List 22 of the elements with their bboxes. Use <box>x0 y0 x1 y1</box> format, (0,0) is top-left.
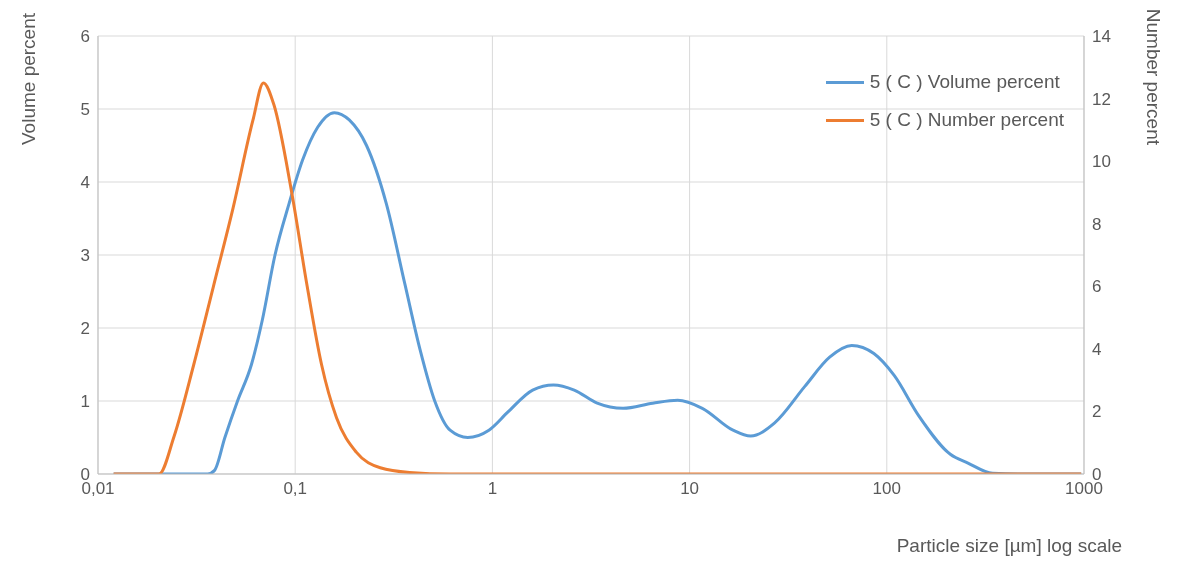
x-tick-label: 0,1 <box>283 479 308 499</box>
y2-tick-label: 6 <box>1092 277 1102 297</box>
y2-tick-label: 10 <box>1092 152 1111 172</box>
y-tick-label: 4 <box>80 173 90 193</box>
y2-tick-label: 2 <box>1092 402 1102 422</box>
y2-tick-label: 12 <box>1092 89 1111 109</box>
legend-label: 5 ( C ) Volume percent <box>869 71 1060 93</box>
y2-tick-label: 14 <box>1092 27 1111 47</box>
y-tick-label: 1 <box>80 392 90 412</box>
x-tick-label: 1 <box>487 479 498 499</box>
y-tick-label: 6 <box>80 27 90 47</box>
y-tick-label: 5 <box>80 100 90 120</box>
y2-tick-label: 8 <box>1092 214 1102 234</box>
x-tick-label: 10 <box>680 479 700 499</box>
y2-tick-label: 4 <box>1092 339 1102 359</box>
x-tick-label: 100 <box>872 479 901 499</box>
legend-label: 5 ( C ) Number percent <box>869 109 1064 131</box>
y2-axis-title: Number percent <box>1143 8 1165 146</box>
y-tick-label: 3 <box>80 246 90 266</box>
y-tick-label: 2 <box>80 319 90 339</box>
y-axis-title: Volume percent <box>17 12 39 145</box>
x-axis-title: Particle size [µm] log scale <box>896 535 1122 556</box>
